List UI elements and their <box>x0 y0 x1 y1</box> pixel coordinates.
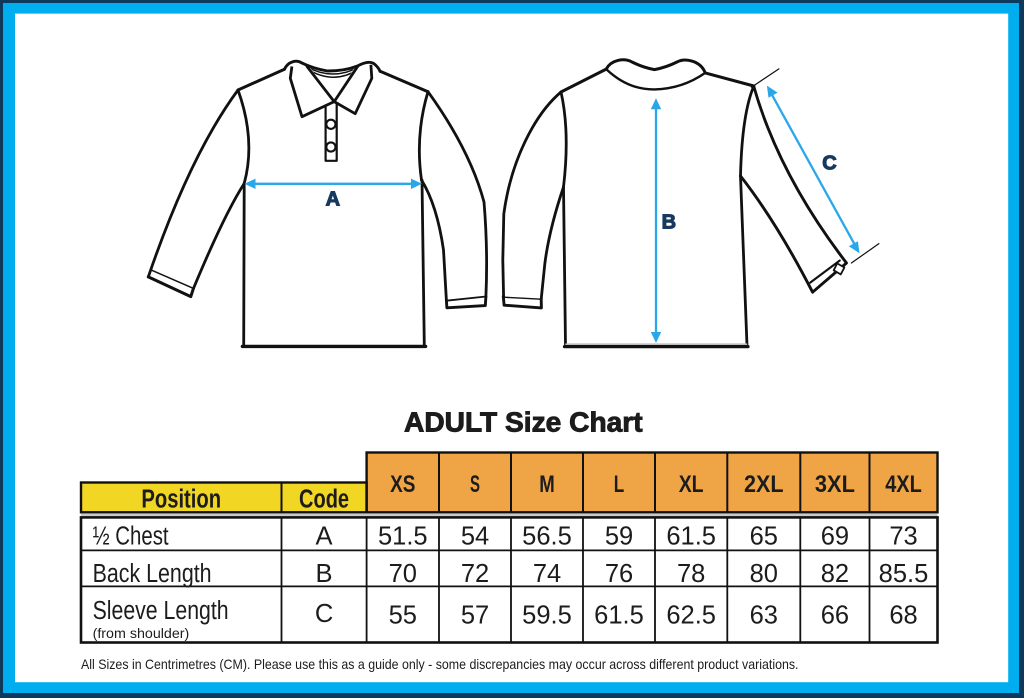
svg-text:63: 63 <box>750 602 778 630</box>
svg-text:59.5: 59.5 <box>522 602 572 630</box>
svg-text:68: 68 <box>889 602 917 630</box>
svg-text:57: 57 <box>461 602 489 630</box>
svg-text:61.5: 61.5 <box>594 602 644 630</box>
svg-text:XS: XS <box>390 471 415 498</box>
svg-text:C: C <box>822 153 836 175</box>
svg-text:C: C <box>315 600 333 628</box>
svg-text:54: 54 <box>461 523 489 551</box>
svg-text:82: 82 <box>821 560 849 588</box>
svg-text:78: 78 <box>677 560 705 588</box>
svg-text:S: S <box>470 471 480 498</box>
svg-text:72: 72 <box>461 560 489 588</box>
svg-text:A: A <box>316 523 333 551</box>
svg-text:L: L <box>614 471 625 498</box>
svg-text:65: 65 <box>750 523 778 551</box>
svg-text:80: 80 <box>750 560 778 588</box>
svg-text:61.5: 61.5 <box>666 523 716 551</box>
svg-text:66: 66 <box>821 602 849 630</box>
svg-text:55: 55 <box>389 602 417 630</box>
svg-text:Back Length: Back Length <box>93 560 212 588</box>
svg-text:3XL: 3XL <box>815 471 855 498</box>
svg-text:59: 59 <box>605 523 633 551</box>
svg-text:½ Chest: ½ Chest <box>93 523 169 551</box>
svg-text:73: 73 <box>889 523 917 551</box>
svg-text:70: 70 <box>389 560 417 588</box>
svg-text:(from shoulder): (from shoulder) <box>93 626 190 641</box>
svg-text:69: 69 <box>821 523 849 551</box>
svg-text:B: B <box>662 211 676 233</box>
svg-text:All Sizes in Centrimetres (CM): All Sizes in Centrimetres (CM). Please u… <box>81 657 799 672</box>
svg-text:4XL: 4XL <box>885 471 922 498</box>
svg-text:M: M <box>539 471 555 498</box>
svg-text:56.5: 56.5 <box>522 523 572 551</box>
svg-text:B: B <box>316 560 333 588</box>
svg-text:74: 74 <box>533 560 561 588</box>
svg-text:85.5: 85.5 <box>879 560 929 588</box>
svg-text:62.5: 62.5 <box>666 602 716 630</box>
svg-text:2XL: 2XL <box>744 471 784 498</box>
svg-text:Sleeve Length: Sleeve Length <box>93 597 229 625</box>
svg-text:51.5: 51.5 <box>378 523 428 551</box>
svg-text:XL: XL <box>679 471 704 498</box>
svg-text:ADULT Size Chart: ADULT Size Chart <box>404 407 643 438</box>
svg-text:A: A <box>326 188 340 210</box>
svg-text:Position: Position <box>141 486 221 514</box>
svg-text:Code: Code <box>299 486 349 514</box>
svg-text:76: 76 <box>605 560 633 588</box>
